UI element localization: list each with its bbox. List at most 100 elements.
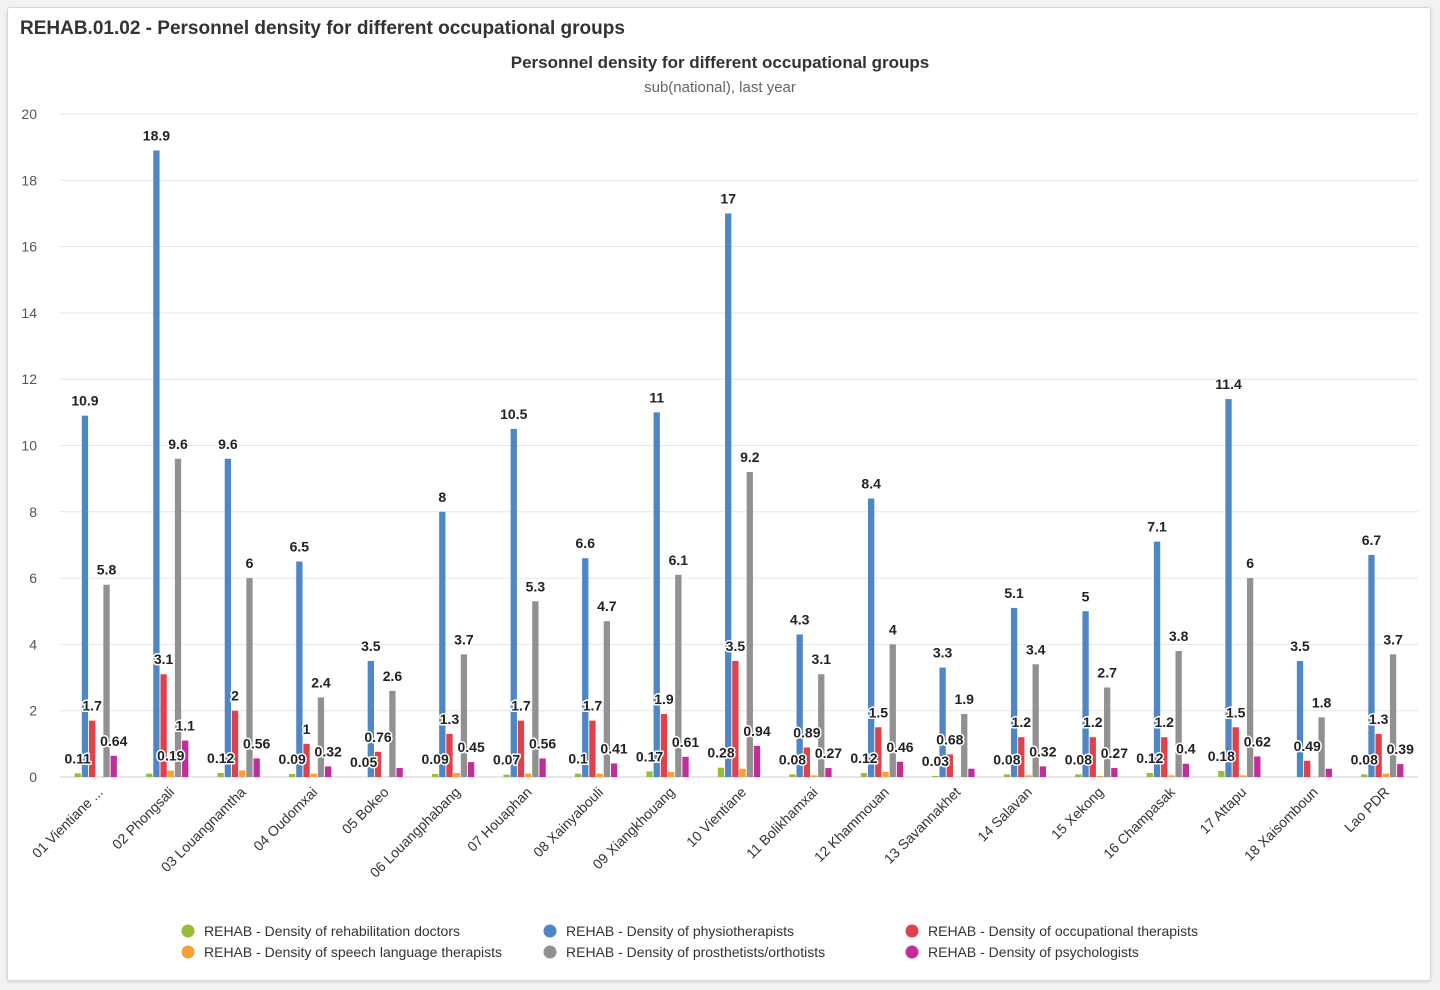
bar[interactable]: [603, 621, 610, 777]
bar[interactable]: [103, 584, 110, 777]
bar[interactable]: [968, 768, 975, 777]
bar[interactable]: [317, 697, 325, 777]
bar[interactable]: [1082, 611, 1089, 777]
legend-item[interactable]: REHAB - Density of prosthetists/orthotis…: [543, 944, 826, 960]
bar[interactable]: [253, 758, 260, 777]
bar[interactable]: [446, 733, 453, 777]
bar[interactable]: [1146, 773, 1153, 777]
bar[interactable]: [717, 767, 725, 777]
bar[interactable]: [1175, 651, 1182, 777]
bar[interactable]: [939, 667, 946, 777]
bar[interactable]: [153, 150, 160, 778]
bar[interactable]: [303, 743, 310, 777]
bar[interactable]: [439, 511, 446, 777]
bar[interactable]: [1018, 737, 1025, 777]
bar[interactable]: [1168, 775, 1175, 777]
bar[interactable]: [889, 644, 896, 777]
bar[interactable]: [682, 756, 689, 777]
bar[interactable]: [574, 773, 582, 777]
bar[interactable]: [1254, 756, 1261, 777]
bar[interactable]: [753, 745, 761, 777]
bar[interactable]: [589, 720, 596, 777]
bar[interactable]: [875, 727, 882, 777]
bar[interactable]: [660, 714, 668, 777]
bar[interactable]: [539, 758, 546, 777]
bar[interactable]: [1239, 775, 1247, 777]
bar[interactable]: [1096, 776, 1104, 777]
bar[interactable]: [646, 771, 653, 777]
bar[interactable]: [453, 773, 460, 777]
bar[interactable]: [1232, 727, 1239, 777]
bar[interactable]: [961, 714, 968, 777]
bar[interactable]: [1296, 660, 1304, 777]
bar[interactable]: [510, 428, 517, 777]
bar[interactable]: [1397, 764, 1404, 777]
bar[interactable]: [146, 773, 153, 777]
bar[interactable]: [860, 773, 868, 777]
bar[interactable]: [610, 763, 618, 777]
bar[interactable]: [374, 751, 382, 777]
bar[interactable]: [1218, 771, 1225, 777]
bar[interactable]: [1246, 578, 1254, 777]
bar[interactable]: [582, 558, 589, 777]
bar[interactable]: [653, 412, 660, 777]
bar[interactable]: [596, 773, 603, 777]
bar[interactable]: [1161, 737, 1168, 777]
bar[interactable]: [532, 601, 539, 777]
bar[interactable]: [725, 213, 732, 777]
bar[interactable]: [525, 773, 532, 777]
bar[interactable]: [431, 774, 439, 777]
bar[interactable]: [224, 458, 232, 777]
bar[interactable]: [1182, 763, 1189, 777]
legend-item[interactable]: REHAB - Density of physiotherapists: [543, 923, 794, 939]
bar[interactable]: [667, 772, 675, 777]
bar[interactable]: [868, 498, 875, 777]
bar[interactable]: [217, 773, 224, 777]
bar[interactable]: [467, 762, 475, 777]
bar[interactable]: [1025, 775, 1032, 777]
legend-item[interactable]: REHAB - Density of occupational therapis…: [905, 923, 1199, 939]
bar[interactable]: [74, 773, 81, 777]
legend-item[interactable]: REHAB - Density of psychologists: [905, 944, 1139, 960]
bar[interactable]: [739, 768, 746, 777]
bar[interactable]: [1089, 737, 1096, 777]
bar[interactable]: [367, 660, 374, 777]
bar[interactable]: [882, 772, 889, 777]
bar[interactable]: [1225, 399, 1232, 777]
bar[interactable]: [932, 776, 939, 777]
bar[interactable]: [1003, 774, 1011, 777]
bar[interactable]: [1382, 773, 1390, 777]
bar[interactable]: [1104, 687, 1111, 778]
bar[interactable]: [825, 768, 832, 777]
bar[interactable]: [296, 561, 303, 777]
bar[interactable]: [789, 774, 796, 777]
bar[interactable]: [182, 740, 189, 777]
bar[interactable]: [1010, 607, 1018, 777]
bar[interactable]: [1304, 760, 1311, 777]
bar[interactable]: [231, 710, 239, 777]
bar[interactable]: [160, 674, 167, 777]
bar[interactable]: [1325, 768, 1332, 777]
bar[interactable]: [310, 773, 317, 777]
bar[interactable]: [289, 774, 296, 777]
bar[interactable]: [1368, 554, 1375, 777]
bar[interactable]: [174, 458, 182, 777]
bar[interactable]: [396, 768, 403, 777]
bar[interactable]: [239, 770, 246, 777]
bar[interactable]: [818, 674, 825, 777]
bar[interactable]: [746, 472, 753, 777]
bar[interactable]: [675, 574, 682, 777]
legend-item[interactable]: REHAB - Density of rehabilitation doctor…: [181, 923, 461, 939]
bar[interactable]: [1075, 774, 1082, 777]
bar[interactable]: [1153, 541, 1161, 777]
bar[interactable]: [946, 754, 953, 777]
bar[interactable]: [81, 415, 89, 777]
bar[interactable]: [1389, 654, 1397, 777]
bar[interactable]: [503, 774, 510, 777]
bar[interactable]: [732, 660, 739, 777]
bar[interactable]: [896, 761, 904, 777]
bar[interactable]: [246, 578, 253, 777]
bar[interactable]: [88, 720, 96, 777]
bar[interactable]: [1111, 768, 1118, 777]
bar[interactable]: [517, 720, 525, 777]
